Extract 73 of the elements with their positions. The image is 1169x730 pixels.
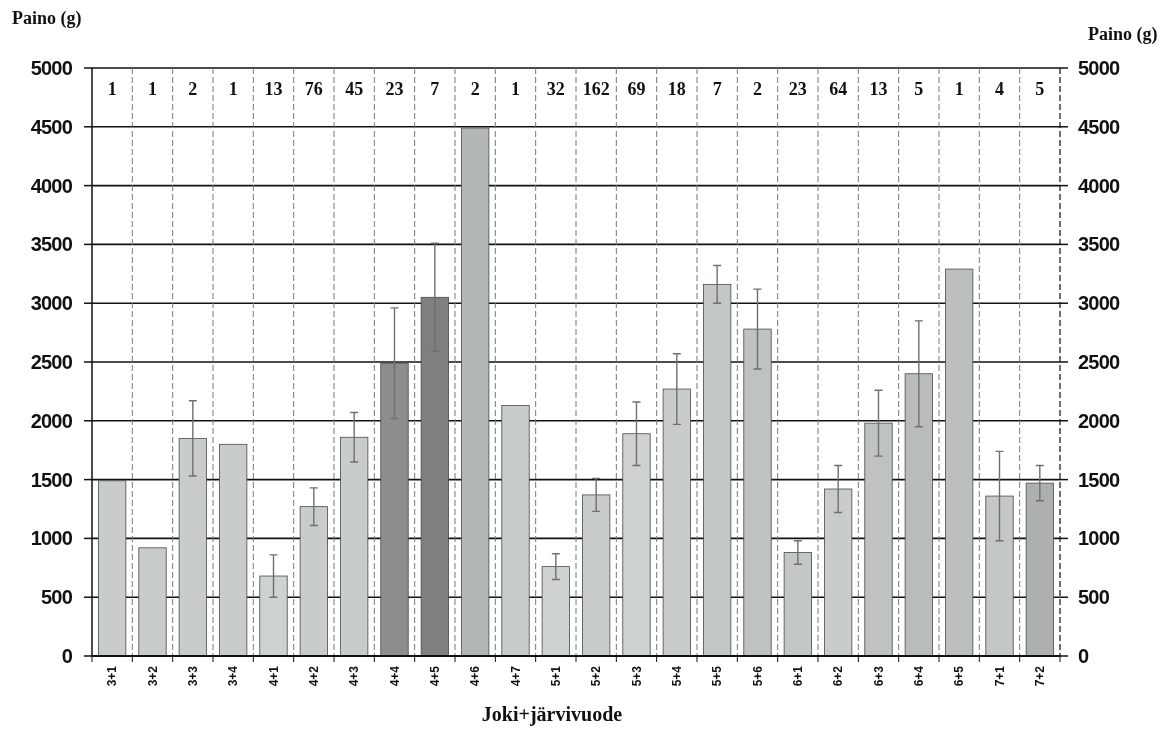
x-tick-label: 6+4	[911, 665, 926, 687]
y2-tick-label: 2000	[1078, 409, 1120, 432]
x-tick-label: 5+1	[548, 665, 563, 687]
x-tick-label: 3+2	[145, 665, 160, 687]
annotation: 2	[470, 78, 480, 99]
annotation: 13	[869, 78, 888, 99]
y2-tick-label: 1500	[1078, 468, 1120, 491]
x-tick-label: 6+3	[871, 665, 886, 687]
annotation: 1	[107, 78, 117, 99]
annotation: 32	[546, 78, 565, 99]
y-tick-label: 2000	[30, 409, 73, 432]
annotation: 5	[914, 78, 924, 99]
x-tick-label: 4+3	[347, 665, 362, 687]
x-tick-label: 3+1	[105, 665, 120, 687]
annotation: 1	[954, 78, 964, 99]
y2-tick-label: 1000	[1078, 527, 1120, 550]
y2-tick-label: 4000	[1078, 174, 1120, 197]
y2-tick-label: 500	[1078, 586, 1110, 609]
annotation: 7	[430, 78, 440, 99]
y-tick-label: 4500	[30, 115, 73, 138]
annotation: 162	[582, 78, 610, 99]
annotation: 18	[667, 78, 686, 99]
annotation: 76	[304, 78, 323, 99]
x-tick-label: 4+1	[266, 665, 281, 687]
y2-tick-label: 0	[1078, 645, 1089, 667]
x-tick-label: 5+3	[629, 665, 644, 687]
y-tick-label: 1000	[30, 527, 73, 550]
x-tick-label: 4+6	[468, 665, 483, 687]
y-tick-label: 5000	[30, 57, 73, 79]
y2-tick-label: 4500	[1078, 115, 1120, 138]
annotation: 5	[1035, 78, 1045, 99]
x-tick-label: 4+7	[508, 665, 523, 687]
annotation: 13	[264, 78, 283, 99]
x-tick-label: 7+1	[992, 665, 1007, 687]
annotation: 23	[788, 78, 807, 99]
y2-tick-label: 2500	[1078, 351, 1120, 373]
annotation: 7	[712, 78, 722, 99]
y2-tick-label: 3000	[1078, 292, 1120, 315]
y-tick-label: 3500	[30, 233, 73, 256]
y-axis-title: Paino (g)	[12, 8, 82, 29]
annotation: 1	[148, 78, 157, 99]
y2-tick-label: 3500	[1078, 233, 1120, 256]
y-tick-label: 0	[61, 645, 73, 667]
annotation: 64	[829, 78, 848, 99]
y2-axis-title: Paino (g)	[1088, 24, 1158, 45]
annotation: 4	[995, 78, 1004, 99]
y-tick-label: 500	[41, 586, 73, 609]
annotation: 1	[228, 78, 238, 99]
annotation: 2	[188, 78, 198, 99]
y-tick-label: 2500	[30, 351, 73, 373]
x-tick-label: 4+5	[427, 665, 442, 687]
annotation: 1	[511, 78, 520, 99]
x-tick-label: 3+3	[185, 665, 200, 687]
x-tick-label: 5+2	[589, 665, 604, 687]
x-tick-label: 5+6	[750, 665, 765, 687]
x-axis-title: Joki+järvivuode	[481, 703, 623, 726]
annotation: 69	[627, 78, 646, 99]
y-tick-label: 1500	[30, 468, 73, 491]
y-tick-label: 4000	[30, 174, 73, 197]
x-tick-label: 4+2	[306, 665, 321, 687]
x-tick-label: 7+2	[1032, 665, 1047, 687]
x-tick-label: 6+5	[952, 665, 967, 687]
annotation: 2	[753, 78, 762, 99]
x-tick-label: 6+2	[831, 665, 846, 687]
y-tick-label: 3000	[30, 292, 73, 315]
x-tick-label: 5+5	[710, 665, 725, 687]
annotation: 23	[385, 78, 404, 99]
x-tick-label: 4+4	[387, 665, 402, 687]
x-tick-label: 6+1	[790, 665, 805, 687]
x-tick-label: 5+4	[669, 665, 684, 687]
x-tick-label: 3+4	[226, 665, 241, 687]
y2-tick-label: 5000	[1078, 57, 1120, 79]
annotation: 45	[345, 78, 364, 99]
